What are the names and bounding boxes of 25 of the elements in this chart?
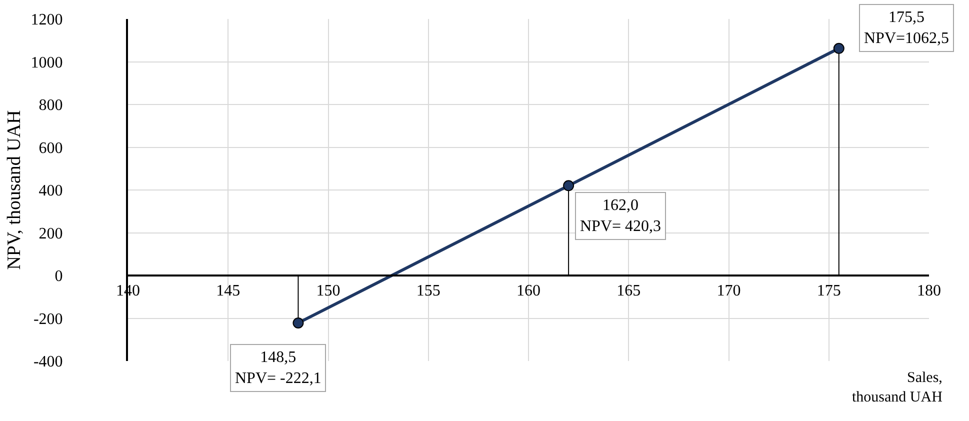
y-tick-label: -400 <box>33 354 63 371</box>
x-tick-label: 175 <box>816 282 841 300</box>
x-tick-label: 145 <box>216 282 240 300</box>
x-tick-label: 165 <box>616 282 641 300</box>
x-tick-label: 160 <box>516 282 540 300</box>
x-tick-label: 155 <box>416 282 440 300</box>
x-tick-label: 180 <box>917 282 941 300</box>
annotation: 148,5 NPV= -222,1 <box>235 349 322 387</box>
point <box>563 180 574 192</box>
y-tick-label: 0 <box>54 268 63 286</box>
x-tick-label: 150 <box>316 282 340 300</box>
annotation: 162,0 NPV= 420,3 <box>580 197 662 235</box>
y-axis-title: NPV, thousand UAH <box>4 110 26 270</box>
y-tick-label: 600 <box>38 140 63 157</box>
y-tick-label: 1000 <box>30 54 63 72</box>
y-tick-label: 1200 <box>30 12 63 29</box>
point <box>833 42 844 54</box>
point <box>292 317 304 328</box>
x-tick-label: 170 <box>716 282 741 300</box>
y-tick-label: 400 <box>38 182 63 200</box>
y-tick-label: 200 <box>38 225 63 242</box>
annotation: 175,5 NPV=1062,5 <box>864 9 950 47</box>
x-axis-title: Sales, thousand UAH <box>852 370 943 406</box>
y-tick-label: -200 <box>33 310 63 328</box>
y-tick-label: 800 <box>38 97 63 114</box>
